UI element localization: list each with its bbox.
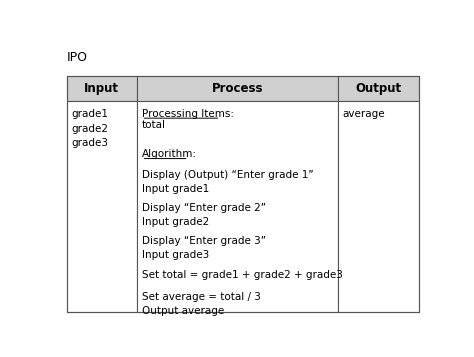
Bar: [66, 101, 137, 312]
Text: Display “Enter grade 3”
Input grade3: Display “Enter grade 3” Input grade3: [142, 236, 265, 260]
Bar: [338, 76, 419, 101]
Text: Set total = grade1 + grade2 + grade3: Set total = grade1 + grade2 + grade3: [142, 270, 342, 280]
Bar: [66, 76, 137, 101]
Text: Process: Process: [212, 82, 264, 95]
Text: grade1
grade2
grade3: grade1 grade2 grade3: [71, 109, 108, 149]
Text: Display (Output) “Enter grade 1”
Input grade1: Display (Output) “Enter grade 1” Input g…: [142, 170, 313, 194]
Text: total: total: [142, 120, 165, 130]
Text: average: average: [343, 109, 385, 119]
Bar: [137, 76, 338, 101]
Bar: [66, 76, 419, 312]
Text: Set average = total / 3
Output average: Set average = total / 3 Output average: [142, 292, 260, 316]
Text: Output: Output: [356, 82, 402, 95]
Text: Processing Items:: Processing Items:: [142, 109, 234, 119]
Text: Algorithm:: Algorithm:: [142, 149, 197, 159]
Text: Input: Input: [84, 82, 119, 95]
Text: Display “Enter grade 2”
Input grade2: Display “Enter grade 2” Input grade2: [142, 203, 265, 227]
Bar: [137, 101, 338, 312]
Bar: [338, 101, 419, 312]
Text: IPO: IPO: [66, 51, 88, 64]
